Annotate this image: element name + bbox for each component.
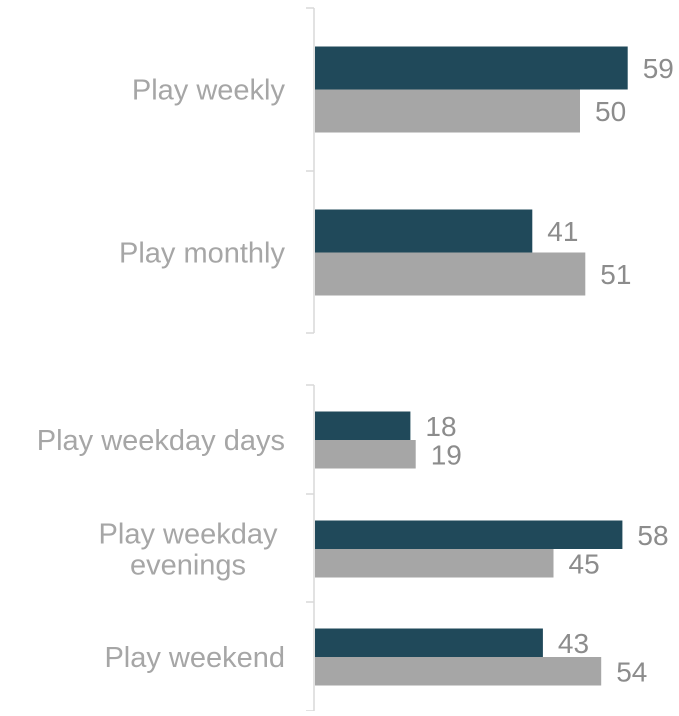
data-label-series-1: 41	[547, 216, 578, 247]
data-label-series-2: 19	[431, 439, 462, 470]
category-label: Play weekday evenings	[99, 519, 278, 582]
bar-series-1	[315, 628, 543, 657]
bar-series-2	[315, 440, 416, 469]
data-label-series-1: 43	[558, 628, 589, 659]
data-label-series-2: 50	[595, 96, 626, 127]
category-label: Play monthly	[119, 238, 286, 270]
category-label: Play weekly	[132, 75, 286, 107]
bar-series-2	[315, 657, 602, 686]
category-label: Play weekday days	[37, 425, 285, 457]
data-label-series-2: 45	[569, 548, 600, 579]
data-label-series-1: 59	[643, 53, 674, 84]
bar-series-1	[315, 411, 411, 440]
bar-series-1	[315, 209, 533, 253]
bar-series-2	[315, 549, 554, 578]
bar-series-2	[315, 89, 580, 133]
bar-series-1	[315, 46, 628, 90]
data-label-series-1: 18	[425, 411, 456, 442]
data-label-series-1: 58	[637, 520, 668, 551]
bar-series-2	[315, 252, 586, 296]
chart-group-1: Play weekly 59 50 Play monthly 41 51	[119, 7, 674, 334]
category-label: Play weekend	[104, 642, 285, 674]
data-label-series-2: 54	[616, 656, 647, 687]
bar-series-1	[315, 520, 623, 549]
data-label-series-2: 51	[600, 259, 631, 290]
